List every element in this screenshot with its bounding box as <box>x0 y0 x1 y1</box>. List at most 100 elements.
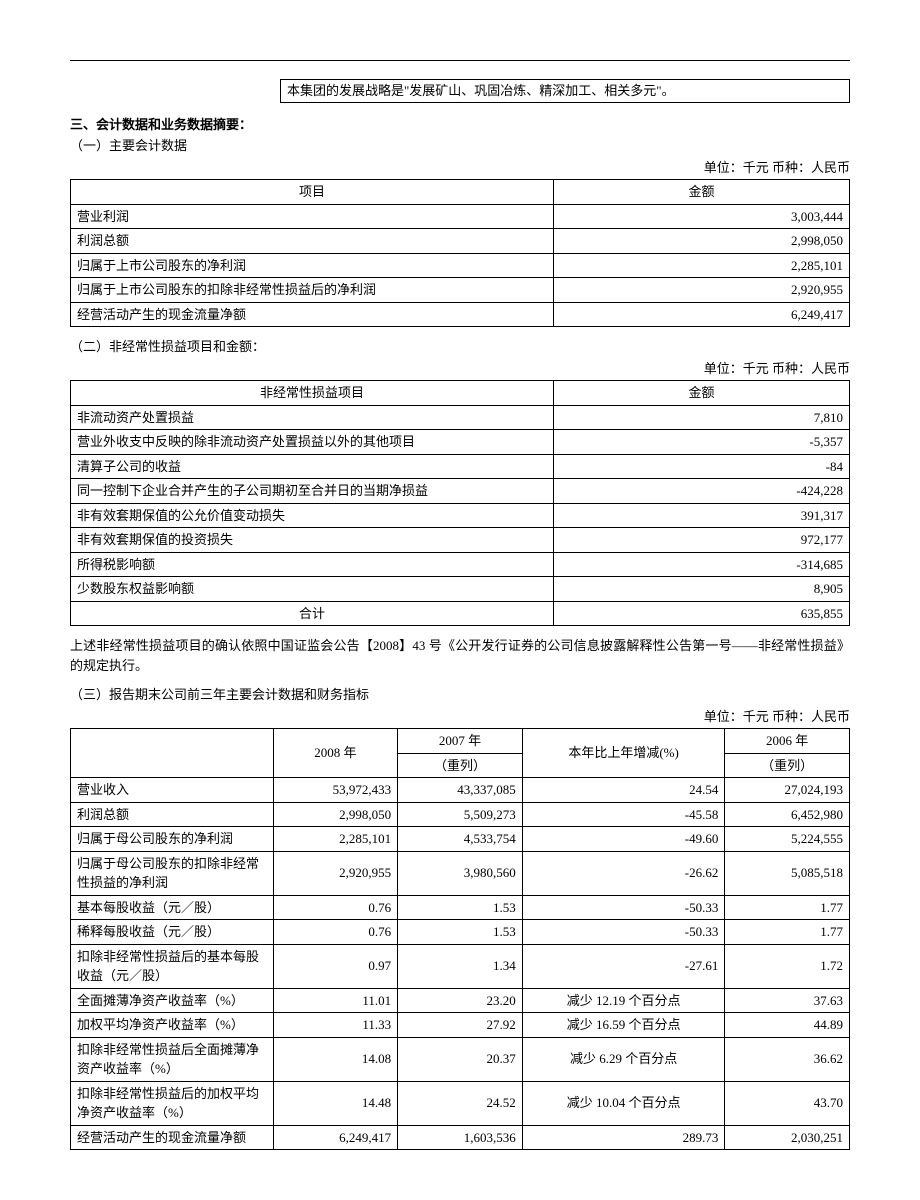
cell-2006: 37.63 <box>725 988 850 1013</box>
col-2006: 2006 年 <box>725 729 850 754</box>
cell-item: 经营活动产生的现金流量净额 <box>71 1125 274 1150</box>
table-three-year: 2008 年 2007 年 本年比上年增减(%) 2006 年 （重列） （重列… <box>70 728 850 1150</box>
cell-change: 减少 12.19 个百分点 <box>522 988 725 1013</box>
cell-change: -26.62 <box>522 851 725 895</box>
table-row: 归属于母公司股东的扣除非经常性损益的净利润2,920,9553,980,560-… <box>71 851 850 895</box>
cell-item: 清算子公司的收益 <box>71 454 554 479</box>
table-row: 归属于母公司股东的净利润2,285,1014,533,754-49.605,22… <box>71 827 850 852</box>
table-row: 利润总额2,998,0505,509,273-45.586,452,980 <box>71 802 850 827</box>
cell-2007: 24.52 <box>398 1081 523 1125</box>
cell-2008: 11.33 <box>273 1013 398 1038</box>
cell-2007: 4,533,754 <box>398 827 523 852</box>
table-row: 经营活动产生的现金流量净额6,249,4171,603,536289.732,0… <box>71 1125 850 1150</box>
cell-amount: 3,003,444 <box>553 204 849 229</box>
subsection-1-title: （一）主要会计数据 <box>70 136 850 156</box>
cell-item: 扣除非经常性损益后的基本每股收益（元／股） <box>71 944 274 988</box>
table-row: 扣除非经常性损益后的基本每股收益（元／股）0.971.34-27.611.72 <box>71 944 850 988</box>
cell-item: 归属于母公司股东的扣除非经常性损益的净利润 <box>71 851 274 895</box>
strategy-text: 本集团的发展战略是"发展矿山、巩固冶炼、精深加工、相关多元"。 <box>287 83 675 98</box>
cell-2006: 36.62 <box>725 1037 850 1081</box>
cell-2008: 11.01 <box>273 988 398 1013</box>
table-row: 扣除非经常性损益后全面摊薄净资产收益率（%）14.0820.37减少 6.29 … <box>71 1037 850 1081</box>
cell-item: 扣除非经常性损益后全面摊薄净资产收益率（%） <box>71 1037 274 1081</box>
cell-2008: 0.76 <box>273 920 398 945</box>
col-amount: 金额 <box>553 180 849 205</box>
section-3-title: 三、会计数据和业务数据摘要： <box>70 115 850 135</box>
cell-item: 少数股东权益影响额 <box>71 577 554 602</box>
cell-item: 所得税影响额 <box>71 552 554 577</box>
cell-2008: 0.76 <box>273 895 398 920</box>
cell-amount: 2,920,955 <box>553 278 849 303</box>
strategy-box: 本集团的发展战略是"发展矿山、巩固冶炼、精深加工、相关多元"。 <box>280 79 850 103</box>
table-row: 扣除非经常性损益后的加权平均净资产收益率（%）14.4824.52减少 10.0… <box>71 1081 850 1125</box>
cell-item: 扣除非经常性损益后的加权平均净资产收益率（%） <box>71 1081 274 1125</box>
cell-2006: 43.70 <box>725 1081 850 1125</box>
cell-2007: 27.92 <box>398 1013 523 1038</box>
col-blank <box>71 729 274 778</box>
cell-2006: 1.72 <box>725 944 850 988</box>
cell-item: 加权平均净资产收益率（%） <box>71 1013 274 1038</box>
cell-amount: -424,228 <box>553 479 849 504</box>
col-2006-restated: （重列） <box>725 753 850 778</box>
table-row: 同一控制下企业合并产生的子公司期初至合并日的当期净损益-424,228 <box>71 479 850 504</box>
cell-item: 非流动资产处置损益 <box>71 405 554 430</box>
table-row: 归属于上市公司股东的扣除非经常性损益后的净利润2,920,955 <box>71 278 850 303</box>
cell-change: 减少 10.04 个百分点 <box>522 1081 725 1125</box>
col-item: 项目 <box>71 180 554 205</box>
cell-change: -50.33 <box>522 920 725 945</box>
cell-item: 营业利润 <box>71 204 554 229</box>
cell-item: 稀释每股收益（元／股） <box>71 920 274 945</box>
cell-2006: 1.77 <box>725 920 850 945</box>
table-row: 所得税影响额-314,685 <box>71 552 850 577</box>
cell-change: 减少 6.29 个百分点 <box>522 1037 725 1081</box>
table-row: 非有效套期保值的公允价值变动损失391,317 <box>71 503 850 528</box>
cell-item: 非有效套期保值的公允价值变动损失 <box>71 503 554 528</box>
col-2008: 2008 年 <box>273 729 398 778</box>
cell-change: 减少 16.59 个百分点 <box>522 1013 725 1038</box>
cell-2008: 14.48 <box>273 1081 398 1125</box>
col-item: 非经常性损益项目 <box>71 381 554 406</box>
cell-amount: -84 <box>553 454 849 479</box>
cell-2006: 27,024,193 <box>725 778 850 803</box>
table-header-row: 2008 年 2007 年 本年比上年增减(%) 2006 年 <box>71 729 850 754</box>
subsection-1-unit: 单位：千元 币种：人民币 <box>70 158 850 178</box>
cell-2006: 5,085,518 <box>725 851 850 895</box>
col-2007-restated: （重列） <box>398 753 523 778</box>
cell-amount: 2,285,101 <box>553 253 849 278</box>
cell-2007: 1.53 <box>398 895 523 920</box>
nonrecurring-note: 上述非经常性损益项目的确认依照中国证监会公告【2008】43 号《公开发行证券的… <box>70 636 850 675</box>
table-row: 全面摊薄净资产收益率（%）11.0123.20减少 12.19 个百分点37.6… <box>71 988 850 1013</box>
table-row: 少数股东权益影响额8,905 <box>71 577 850 602</box>
table-total-row: 合计635,855 <box>71 601 850 626</box>
subsection-2-unit: 单位：千元 币种：人民币 <box>70 359 850 379</box>
cell-change: -27.61 <box>522 944 725 988</box>
cell-2006: 6,452,980 <box>725 802 850 827</box>
table-row: 稀释每股收益（元／股）0.761.53-50.331.77 <box>71 920 850 945</box>
cell-amount: 7,810 <box>553 405 849 430</box>
cell-item: 营业收入 <box>71 778 274 803</box>
cell-item: 利润总额 <box>71 802 274 827</box>
cell-2008: 2,998,050 <box>273 802 398 827</box>
cell-total-label: 合计 <box>71 601 554 626</box>
cell-change: -49.60 <box>522 827 725 852</box>
page-top-rule <box>70 60 850 61</box>
cell-item: 归属于母公司股东的净利润 <box>71 827 274 852</box>
cell-amount: 972,177 <box>553 528 849 553</box>
cell-2008: 14.08 <box>273 1037 398 1081</box>
cell-2006: 2,030,251 <box>725 1125 850 1150</box>
cell-2008: 2,285,101 <box>273 827 398 852</box>
table-row: 归属于上市公司股东的净利润2,285,101 <box>71 253 850 278</box>
subsection-2-title: （二）非经常性损益项目和金额： <box>70 337 850 357</box>
cell-item: 非有效套期保值的投资损失 <box>71 528 554 553</box>
cell-2007: 20.37 <box>398 1037 523 1081</box>
cell-amount: -5,357 <box>553 430 849 455</box>
cell-item: 利润总额 <box>71 229 554 254</box>
cell-2007: 43,337,085 <box>398 778 523 803</box>
col-2007: 2007 年 <box>398 729 523 754</box>
table-header-row: 非经常性损益项目 金额 <box>71 381 850 406</box>
table-row: 经营活动产生的现金流量净额6,249,417 <box>71 302 850 327</box>
table-row: 非有效套期保值的投资损失972,177 <box>71 528 850 553</box>
cell-2007: 1,603,536 <box>398 1125 523 1150</box>
col-change: 本年比上年增减(%) <box>522 729 725 778</box>
cell-change: 24.54 <box>522 778 725 803</box>
